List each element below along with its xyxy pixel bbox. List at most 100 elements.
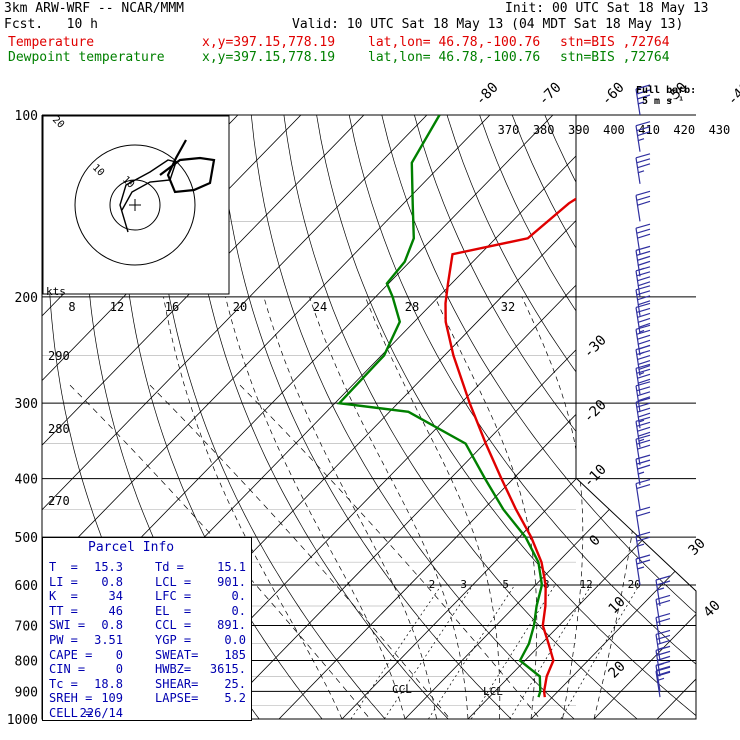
pressure-tick-label: 100 (15, 109, 38, 124)
parcel-info-cell: 891. (217, 618, 246, 633)
barb-flag (655, 575, 671, 581)
parcel-info-cell: PW = (49, 633, 78, 647)
pressure-tick-label: 900 (15, 685, 38, 700)
isotherm-label: 0 (587, 532, 604, 549)
parcel-info-cell: LAPSE= (155, 691, 199, 706)
wind-barbs (635, 84, 671, 698)
barb-flag (635, 285, 651, 291)
barb-flag (636, 158, 651, 164)
barb-flag (656, 617, 671, 624)
barb-flag (635, 324, 651, 330)
barb-flag (636, 126, 651, 132)
parcel-info-cell: 5.2 (224, 691, 246, 706)
barb-flag (635, 381, 651, 387)
barb-flag (636, 290, 651, 296)
wind-barb (635, 302, 651, 334)
barb-flag (637, 407, 651, 413)
dew-latlon: lat,lon= 46.78,-100.76 (368, 50, 541, 65)
barb-flag (655, 666, 671, 672)
parcel-info-cell: EL = (155, 603, 192, 618)
parcel-info-cell: 0 (115, 647, 123, 662)
dry-adiabat (250, 115, 575, 719)
barb-flag (637, 412, 651, 418)
mixing-ratio-line (350, 584, 442, 719)
dry-adiabat (283, 115, 638, 719)
mixing-ratio-line (428, 584, 515, 719)
barb-flag (655, 594, 671, 601)
barb-flag (636, 250, 651, 256)
barb-flag (656, 580, 671, 586)
isotherm-line (720, 115, 740, 719)
barb-half-flag (637, 170, 645, 174)
parcel-info-cell: 15.3 (94, 560, 123, 574)
theta-label: 400 (603, 123, 625, 137)
barb-flag (655, 612, 671, 619)
barb-flag (636, 368, 651, 374)
barb-flag (637, 464, 651, 470)
barb-flag (636, 228, 651, 234)
barb-flag (637, 396, 651, 402)
moist-adiabat (434, 296, 538, 719)
isotherm-label: 30 (686, 536, 709, 559)
model-title: 3km ARW-WRF -- NCAR/MMM (4, 1, 185, 16)
barb-shaft (635, 459, 641, 486)
barb-shaft (635, 157, 641, 184)
hodograph-speed-label: 28 (405, 300, 419, 314)
theta-label: 280 (48, 422, 70, 436)
barb-shaft (635, 558, 641, 586)
mixing-ratio-line (384, 584, 474, 719)
barb-flag (636, 511, 651, 517)
barb-half-flag (638, 329, 645, 334)
wind-barb (655, 645, 671, 677)
pressure-tick-label: 800 (15, 654, 38, 669)
dry-adiabat (708, 115, 740, 719)
theta-label: 390 (568, 123, 590, 137)
wind-barb (635, 344, 651, 376)
dry-adiabat (674, 115, 696, 719)
wind-barb (635, 245, 651, 277)
theta-label: 380 (533, 123, 555, 137)
barb-flag (657, 639, 671, 646)
dry-adiabat (544, 115, 696, 719)
barb-flag (635, 454, 651, 460)
parcel-info-cell: CIN = (49, 662, 86, 677)
barb-flag (635, 153, 651, 159)
mixing-ratio-label: 20 (628, 578, 641, 591)
theta-label: 370 (498, 123, 520, 137)
barb-flag (636, 307, 651, 314)
barb-flag (638, 364, 651, 371)
dry-adiabat (185, 115, 449, 719)
barb-flag (637, 373, 651, 379)
hodograph-trace (159, 139, 216, 194)
mixing-ratio-label: 2 (429, 578, 436, 591)
wind-barb (635, 554, 651, 586)
barb-flag (636, 439, 651, 445)
parcel-info-cell: CELL = (49, 706, 93, 720)
barb-flag (638, 322, 651, 329)
barb-flag (635, 245, 651, 251)
theta-label: 270 (48, 494, 70, 508)
barb-flag (635, 506, 651, 512)
hodograph-speed-label: 8 (68, 300, 75, 314)
hodograph-ring (74, 144, 196, 266)
parcel-info-cell: CCL = (155, 618, 192, 633)
isotherm-line (467, 115, 696, 719)
parcel-info-cell: 15.1 (217, 560, 246, 574)
hodograph-kts-label: kts (46, 285, 66, 298)
barb-flag (637, 260, 651, 266)
barb-flag (637, 444, 651, 450)
dry-adiabat (316, 115, 696, 719)
barb-flag (656, 650, 671, 656)
isotherm-label: -60 (598, 80, 627, 109)
wind-barb (635, 266, 651, 297)
wind-barb (635, 121, 651, 152)
barb-flag (636, 559, 651, 565)
wind-barb (655, 666, 671, 698)
barb-half-flag (657, 587, 665, 591)
barb-shaft (655, 579, 661, 607)
legend-dewpoint: Dewpoint temperature (8, 50, 165, 65)
dry-adiabat (153, 115, 386, 719)
barb-flag (655, 660, 671, 666)
dry-adiabat (511, 115, 696, 719)
